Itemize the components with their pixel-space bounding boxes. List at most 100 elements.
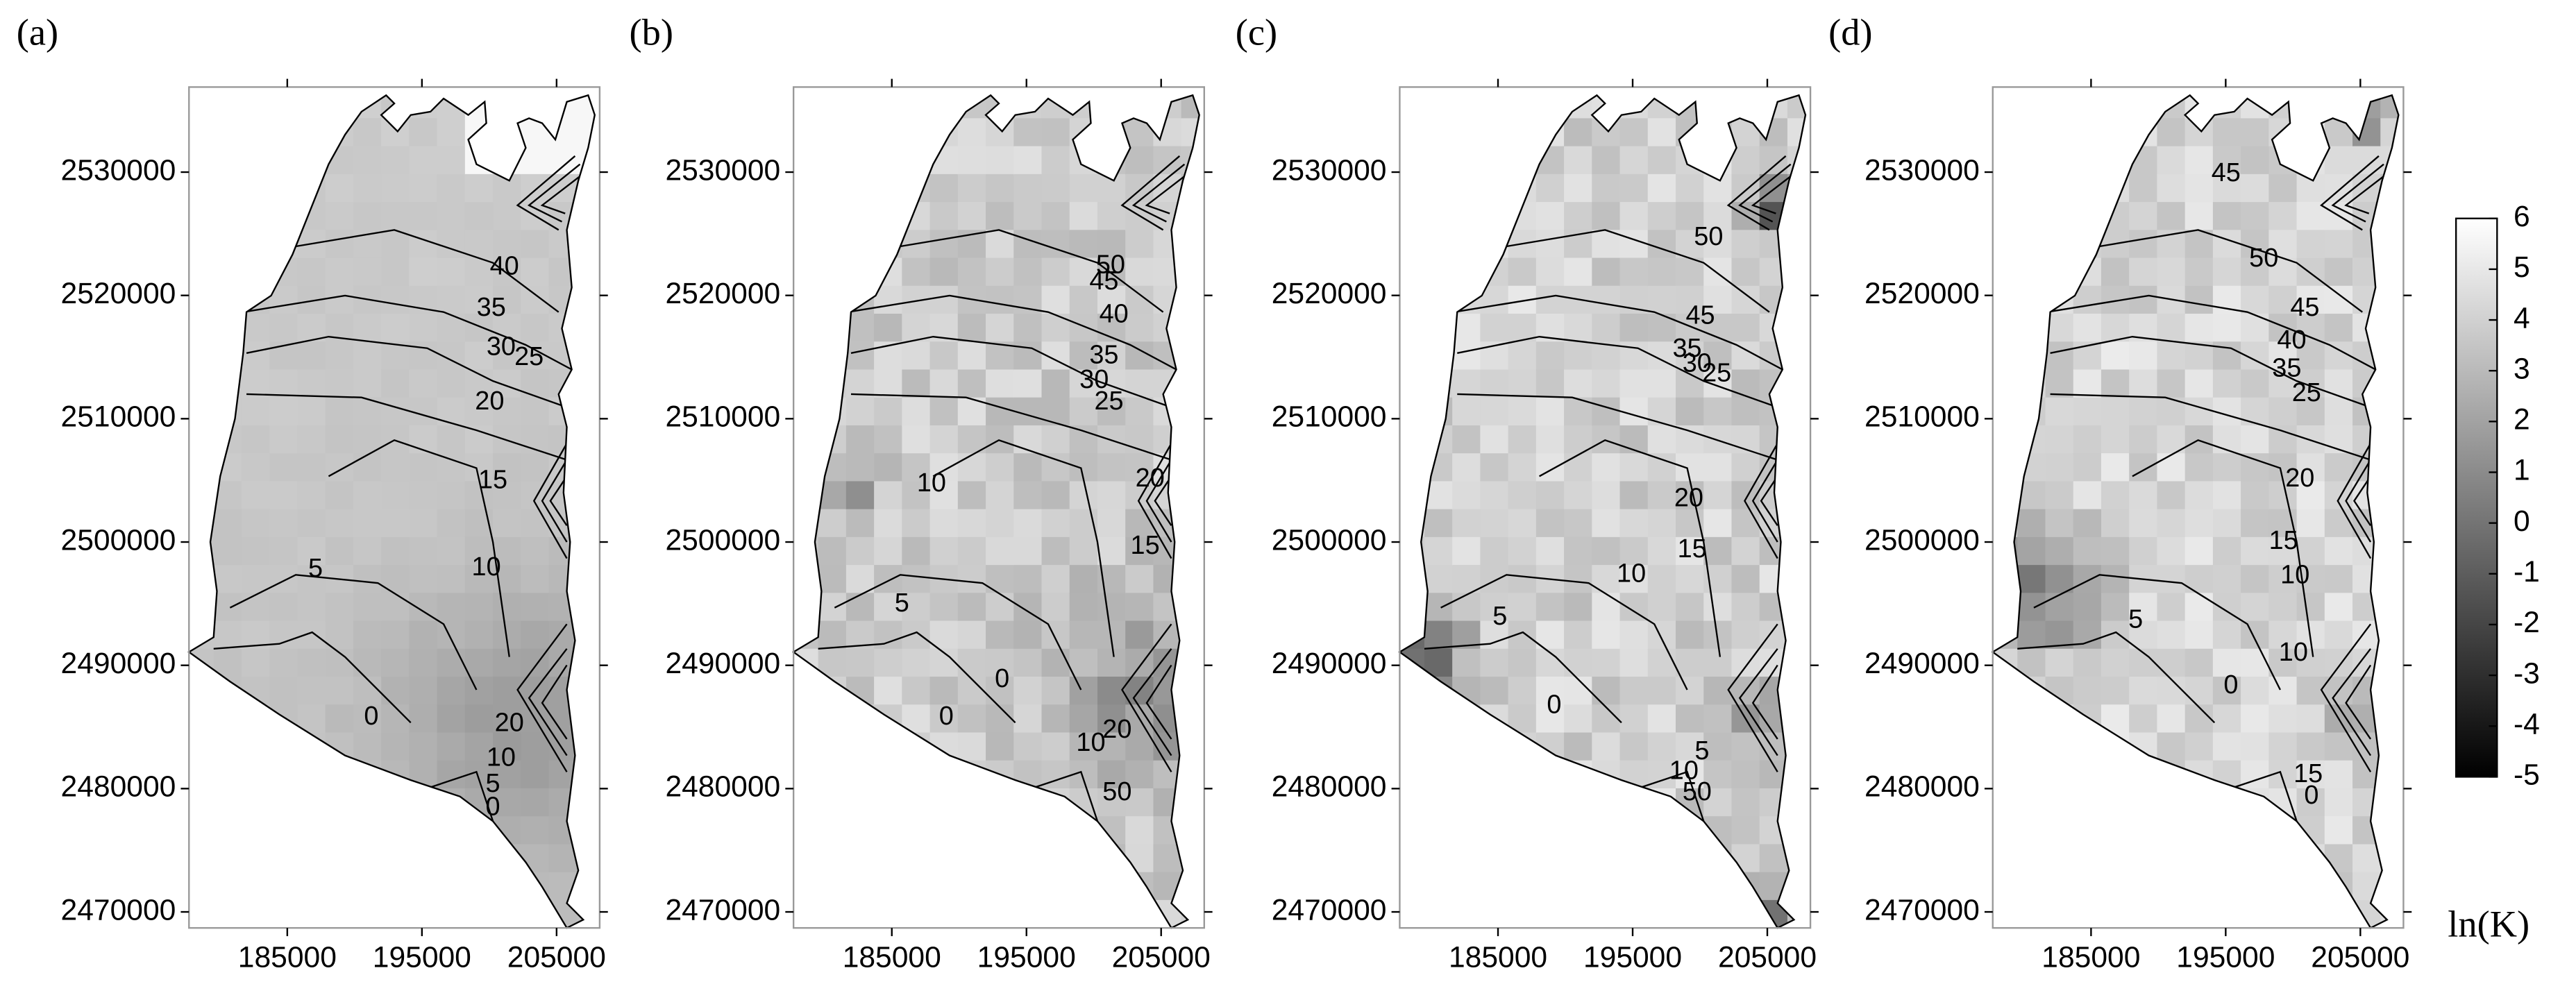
contour-line	[1454, 294, 1783, 371]
raster-cell	[437, 397, 466, 427]
raster-cell	[1399, 593, 1426, 622]
raster-cell	[1731, 788, 1760, 818]
contour-line	[2230, 770, 2298, 822]
raster-cell	[1125, 565, 1154, 594]
raster-cell	[1181, 341, 1199, 371]
contour-line	[243, 294, 573, 371]
raster-cell	[2184, 816, 2214, 845]
raster-cell	[1992, 202, 2019, 231]
raster-cell	[1424, 146, 1454, 176]
raster-cell	[576, 481, 595, 510]
contour-line	[1120, 155, 1181, 231]
contour-label: 35	[477, 293, 506, 322]
raster-cell	[493, 481, 522, 510]
raster-cell	[381, 565, 410, 594]
raster-cell	[2241, 816, 2270, 845]
raster-cell	[1452, 648, 1481, 678]
raster-cell	[213, 536, 243, 566]
raster-cell	[2101, 481, 2130, 510]
raster-cell	[1399, 816, 1426, 845]
raster-cell	[1480, 425, 1509, 455]
y-tick-label: 2490000	[1272, 647, 1387, 680]
contour-label: 35	[2272, 353, 2301, 382]
raster-cell	[1424, 95, 1454, 119]
raster-cell	[845, 509, 875, 539]
raster-cell	[1424, 509, 1454, 539]
raster-cell	[2380, 899, 2399, 929]
raster-cell	[793, 788, 819, 818]
raster-cell	[845, 173, 875, 203]
raster-cell	[325, 899, 355, 929]
raster-cell	[1069, 704, 1099, 734]
raster-cell	[1097, 173, 1127, 203]
raster-cell	[1787, 314, 1805, 343]
raster-cell	[1703, 146, 1733, 176]
raster-cell	[353, 816, 382, 845]
raster-cell	[381, 732, 410, 761]
raster-cell	[2101, 788, 2130, 818]
raster-cell	[2324, 536, 2354, 566]
raster-cell	[2073, 816, 2103, 845]
raster-cell	[1647, 536, 1677, 566]
raster-cell	[2184, 230, 2214, 259]
raster-cell	[548, 565, 578, 594]
raster-cell	[874, 314, 903, 343]
raster-cell	[241, 816, 271, 845]
raster-cell	[2073, 620, 2103, 650]
raster-cell	[1508, 677, 1538, 706]
raster-cell	[929, 677, 959, 706]
raster-cell	[1787, 257, 1805, 287]
raster-cell	[1759, 677, 1789, 706]
raster-cell	[902, 816, 931, 845]
raster-cell	[1619, 816, 1649, 845]
raster-cell	[2017, 899, 2046, 929]
raster-cell	[1592, 257, 1621, 287]
raster-cell	[1564, 677, 1593, 706]
colorbar-tick-label: 1	[2514, 454, 2530, 487]
colorbar-tick-label: 2	[2514, 403, 2530, 437]
raster-cell	[1399, 899, 1426, 929]
raster-cell	[929, 509, 959, 539]
raster-cell	[1399, 509, 1426, 539]
contour-label: 50	[1683, 777, 1712, 806]
colorbar-tick-label: 3	[2514, 352, 2530, 385]
raster-cell	[1676, 425, 1705, 455]
raster-cell	[241, 536, 271, 566]
raster-cell	[874, 202, 903, 231]
raster-cell	[241, 872, 271, 901]
raster-cell	[1452, 369, 1481, 398]
raster-cell	[986, 732, 1015, 761]
raster-cell	[464, 314, 494, 343]
raster-cell	[845, 536, 875, 566]
raster-cell	[1041, 536, 1070, 566]
colorbar-tick-label: -2	[2514, 606, 2540, 639]
raster-cell	[521, 118, 550, 147]
y-tick-label: 2490000	[1864, 647, 1980, 680]
raster-cell	[1041, 481, 1070, 510]
raster-cell	[986, 872, 1015, 901]
raster-cell	[1703, 369, 1733, 398]
contour-line	[850, 393, 1172, 461]
raster-cell	[1013, 899, 1043, 929]
raster-cell	[2045, 202, 2074, 231]
raster-cell	[1731, 844, 1760, 873]
raster-cell	[929, 593, 959, 622]
raster-cell	[189, 760, 214, 790]
raster-cell	[1787, 453, 1805, 482]
raster-cell	[1564, 565, 1593, 594]
raster-cell	[2073, 369, 2103, 398]
raster-cell	[2129, 397, 2158, 427]
raster-cell	[2017, 425, 2046, 455]
raster-cell	[818, 397, 848, 427]
raster-cell	[2129, 202, 2158, 231]
raster-cell	[213, 425, 243, 455]
raster-cell	[1619, 648, 1649, 678]
raster-cell	[1125, 509, 1154, 539]
raster-cell	[2157, 202, 2186, 231]
raster-cell	[2380, 202, 2399, 231]
raster-cell	[2073, 788, 2103, 818]
raster-cell	[437, 844, 466, 873]
raster-cell	[437, 202, 466, 231]
raster-cell	[1619, 509, 1649, 539]
